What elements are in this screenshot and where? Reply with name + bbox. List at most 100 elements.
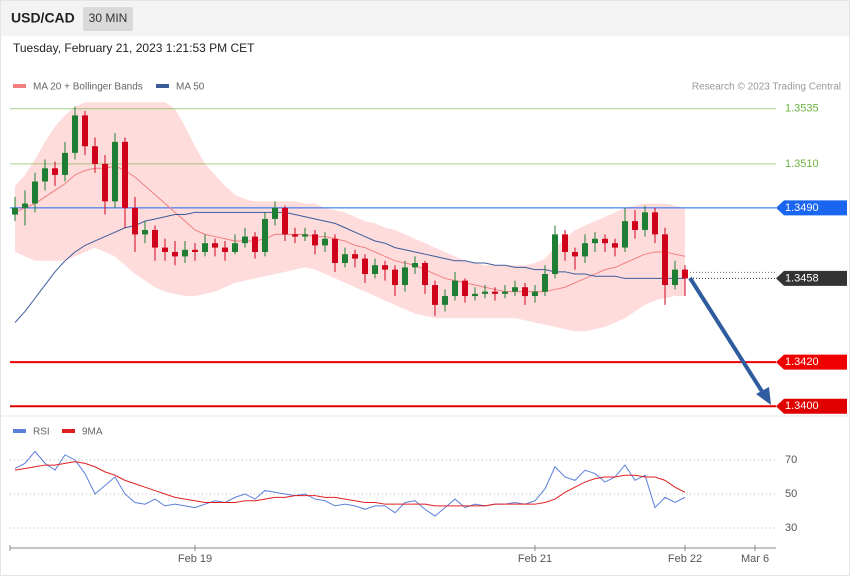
candle-body — [422, 263, 428, 286]
arrow-head — [756, 387, 771, 405]
candle-body — [92, 146, 98, 164]
candle-body — [242, 236, 248, 244]
candle-body — [152, 229, 158, 248]
legend-swatch — [156, 84, 169, 88]
candle-body — [52, 168, 58, 175]
candle-body — [562, 234, 568, 252]
candle-body — [652, 212, 658, 235]
level-label: 1.3535 — [785, 103, 819, 115]
candle-body — [132, 207, 138, 235]
bands — [15, 102, 685, 332]
legend-label: 9MA — [82, 427, 103, 438]
candle-body — [232, 243, 238, 252]
rsi-ma-line — [14, 461, 686, 507]
candle-body — [552, 234, 558, 275]
candle-body — [502, 291, 508, 294]
x-tick-label: Mar 6 — [741, 553, 769, 565]
level-label: 1.3400 — [785, 400, 819, 412]
candle-body — [532, 291, 538, 297]
candle-body — [192, 249, 198, 252]
y-tick-label: 30 — [785, 522, 797, 534]
rsi-line — [14, 450, 686, 517]
candle-body — [682, 269, 688, 279]
legend-swatch — [13, 84, 26, 88]
candle-body — [162, 247, 168, 252]
candle-body — [582, 243, 588, 257]
y-tick-label: 50 — [785, 488, 797, 500]
candle-body — [442, 296, 448, 305]
level-label: 1.3458 — [785, 272, 819, 284]
candle-body — [172, 251, 178, 257]
candle-body — [382, 265, 388, 270]
candle-body — [622, 221, 628, 248]
level-badge — [776, 200, 847, 216]
interval: 30 MIN — [89, 11, 128, 25]
candle-body — [642, 212, 648, 230]
candle-body — [632, 221, 638, 230]
candle-body — [102, 163, 108, 202]
candle-body — [342, 254, 348, 264]
candle-body — [662, 234, 668, 286]
candle-body — [32, 181, 38, 204]
candle-body — [312, 234, 318, 246]
level-label: 1.3420 — [785, 356, 819, 368]
x-tick-label: Feb 21 — [518, 553, 552, 565]
legend-label: MA 50 — [176, 82, 205, 93]
level-badge — [776, 270, 847, 286]
candle-body — [212, 243, 218, 248]
candle-body — [432, 285, 438, 305]
legend-label: MA 20 + Bollinger Bands — [33, 82, 143, 93]
x-tick-label: Feb 19 — [178, 553, 212, 565]
candle-body — [572, 251, 578, 257]
candle-body — [402, 267, 408, 286]
candle-body — [592, 238, 598, 244]
candle-body — [602, 238, 608, 244]
candle-body — [142, 229, 148, 235]
interval-badge — [83, 7, 133, 31]
candle-body — [672, 269, 678, 286]
candle-body — [42, 168, 48, 182]
candle-body — [182, 249, 188, 257]
candle-body — [522, 287, 528, 297]
candle-body — [352, 254, 358, 259]
candle-body — [72, 115, 78, 153]
candle-body — [492, 291, 498, 294]
candle-body — [112, 141, 118, 202]
candle-body — [332, 238, 338, 264]
forecast-arrow — [688, 276, 765, 395]
candle-body — [412, 263, 418, 268]
candle-body — [542, 274, 548, 292]
header-bar — [1, 1, 849, 36]
candle-body — [12, 207, 18, 215]
candle-body — [82, 115, 88, 147]
candle-body — [362, 258, 368, 275]
level-label: 1.3510 — [785, 158, 819, 170]
x-tick-label: Feb 22 — [668, 553, 702, 565]
level-badge — [776, 354, 847, 370]
candle-body — [462, 280, 468, 297]
candle-body — [22, 203, 28, 208]
timestamp: Tuesday, February 21, 2023 1:21:53 PM CE… — [13, 41, 255, 55]
candle-body — [292, 234, 298, 237]
candle-body — [452, 280, 458, 297]
candle-body — [202, 243, 208, 252]
ma50-line — [14, 211, 685, 323]
candle-body — [62, 152, 68, 175]
candle-body — [272, 207, 278, 219]
y-tick-label: 70 — [785, 454, 797, 466]
candle-body — [252, 236, 258, 252]
level-label: 1.3490 — [785, 202, 819, 214]
legend-swatch — [13, 429, 26, 433]
candle-body — [262, 218, 268, 252]
candle-body — [222, 247, 228, 252]
candle-body — [122, 141, 128, 208]
level-badge — [776, 398, 847, 414]
candle-body — [482, 291, 488, 294]
candle-body — [372, 265, 378, 275]
credit: Research © 2023 Trading Central — [692, 82, 841, 93]
bollinger-band — [15, 102, 685, 332]
candle-body — [302, 234, 308, 237]
candle-body — [512, 287, 518, 292]
